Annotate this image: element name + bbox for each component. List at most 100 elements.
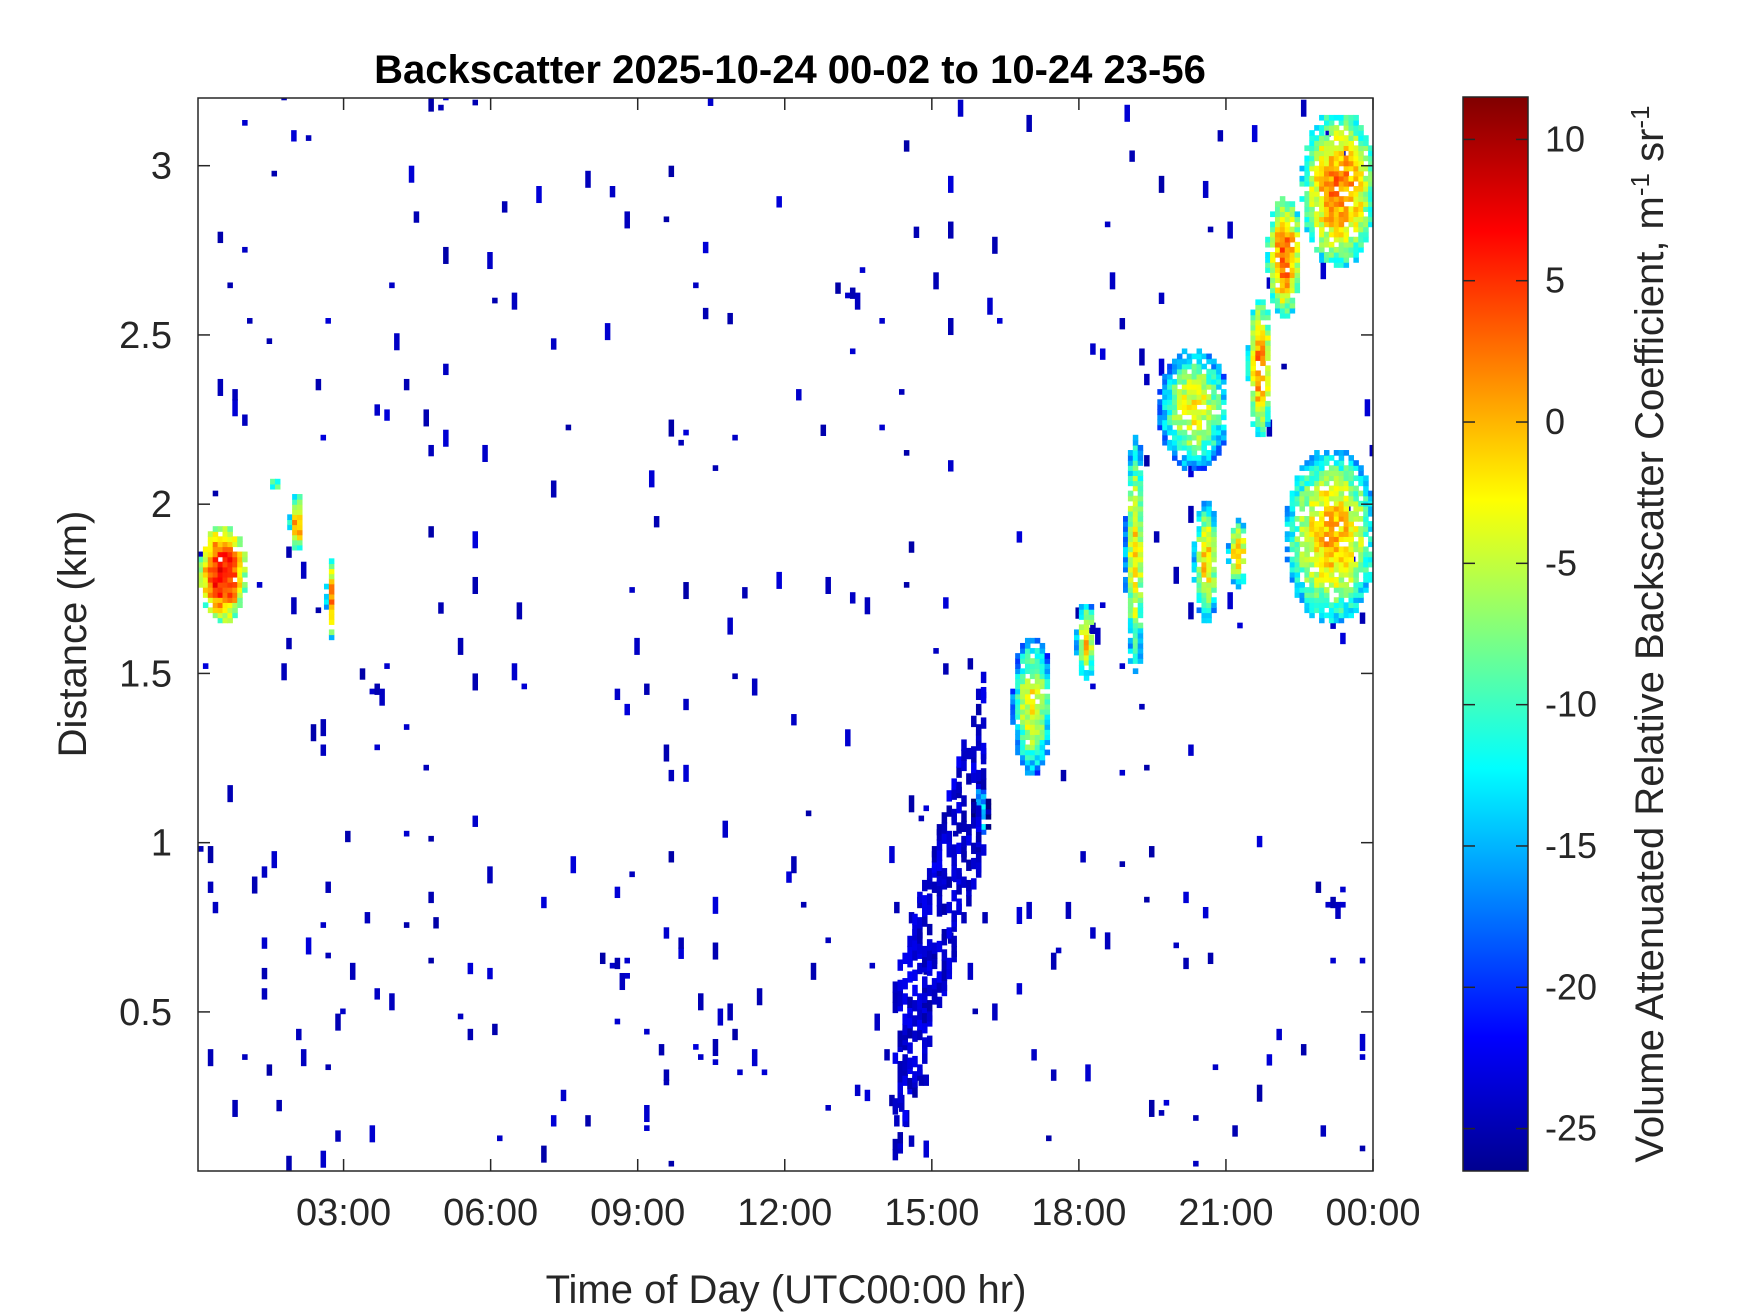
heatmap-cell [1265, 345, 1271, 351]
heatmap-cell [926, 923, 933, 936]
heatmap-cell [1157, 404, 1163, 411]
heatmap-cell [1201, 617, 1207, 624]
heatmap-cell [1088, 609, 1095, 615]
heatmap-cell [1044, 663, 1051, 669]
heatmap-cell [1348, 165, 1354, 172]
heatmap-cell [1235, 558, 1242, 565]
heatmap-cell [1289, 252, 1296, 258]
heatmap-cell [1024, 648, 1031, 654]
y-tick-label: 1 [151, 823, 172, 865]
heatmap-cell [1186, 424, 1193, 431]
heatmap-cell [328, 593, 335, 600]
heatmap-cell [1050, 1069, 1057, 1081]
heatmap-cell [1132, 521, 1139, 527]
heatmap-cell [1123, 587, 1129, 593]
heatmap-cell [202, 576, 209, 583]
heatmap-cell [1172, 450, 1178, 456]
heatmap-cell [256, 582, 263, 588]
heatmap-cell [1309, 191, 1315, 197]
heatmap-cell [1319, 241, 1325, 248]
heatmap-cell [1330, 896, 1336, 909]
heatmap-cell [328, 609, 335, 615]
heatmap-cell [1333, 612, 1340, 619]
heatmap-cell [1137, 658, 1144, 664]
heatmap-cell [1328, 536, 1335, 543]
heatmap-cell [1083, 609, 1090, 615]
heatmap-cell [1304, 226, 1310, 233]
heatmap-cell [892, 1052, 899, 1064]
heatmap-cell [936, 849, 943, 861]
heatmap-cell [1289, 307, 1296, 314]
heatmap-cell [941, 979, 948, 992]
heatmap-cell [1024, 693, 1031, 700]
heatmap-cell [1196, 399, 1203, 405]
heatmap-cell [917, 917, 923, 929]
heatmap-cell [1206, 617, 1212, 624]
heatmap-cell [1309, 541, 1315, 548]
heatmap-cell [227, 541, 233, 548]
heatmap-cell [1250, 370, 1256, 377]
heatmap-cell [1353, 541, 1359, 548]
heatmap-cell [1206, 409, 1212, 416]
heatmap-cell [874, 1013, 880, 1031]
heatmap-cell [1289, 526, 1296, 532]
heatmap-cell [1348, 236, 1354, 243]
heatmap-cell [1176, 439, 1183, 446]
heatmap-cell [1358, 516, 1364, 522]
heatmap-cell [1015, 749, 1021, 756]
heatmap-cell [1162, 373, 1168, 380]
heatmap-cell [663, 216, 670, 223]
heatmap-cell [1191, 389, 1198, 395]
heatmap-cell [1260, 350, 1266, 356]
heatmap-cell [1368, 526, 1373, 532]
heatmap-cell [1123, 566, 1129, 573]
heatmap-cell [1363, 505, 1369, 512]
heatmap-cell [1172, 358, 1178, 365]
heatmap-cell [1294, 267, 1301, 273]
heatmap-cell [1029, 744, 1036, 751]
heatmap-cell [1201, 587, 1207, 593]
heatmap-cell [1274, 307, 1281, 314]
heatmap-cell [1343, 140, 1350, 146]
heatmap-cell [1348, 587, 1354, 593]
heatmap-cell [1289, 236, 1296, 243]
heatmap-cell [897, 959, 904, 971]
heatmap-cell [227, 526, 233, 532]
heatmap-cell [1245, 345, 1252, 351]
heatmap-cell [1191, 576, 1198, 583]
heatmap-cell [1274, 297, 1281, 304]
heatmap-cell [1353, 500, 1359, 507]
heatmap-cell [202, 663, 209, 669]
heatmap-cell [1338, 556, 1345, 563]
heatmap-cell [1201, 612, 1207, 619]
heatmap-cell [1338, 510, 1345, 517]
heatmap-cell [1039, 729, 1046, 735]
heatmap-cell [956, 781, 962, 794]
heatmap-cell [931, 988, 938, 1000]
heatmap-cell [212, 582, 219, 588]
heatmap-cell [1363, 175, 1369, 182]
heatmap-cell [961, 810, 967, 822]
heatmap-cell [198, 561, 204, 568]
heatmap-cell [1348, 576, 1354, 583]
y-tick-label: 3 [151, 146, 172, 188]
heatmap-cell [902, 993, 908, 1005]
heatmap-cell [369, 688, 376, 695]
heatmap-cell [1024, 703, 1031, 710]
heatmap-cell [1137, 648, 1144, 654]
heatmap-cell [237, 582, 243, 588]
heatmap-cell [1132, 444, 1139, 451]
heatmap-cell [1078, 670, 1085, 676]
heatmap-cell [902, 1013, 908, 1025]
heatmap-cell [1353, 531, 1359, 537]
heatmap-cell [1309, 231, 1315, 238]
heatmap-cell [1127, 612, 1134, 619]
heatmap-cell [320, 434, 327, 441]
heatmap-cell [1132, 536, 1139, 543]
heatmap-cell [492, 297, 498, 304]
heatmap-cell [1289, 566, 1296, 573]
heatmap-cell [1132, 566, 1139, 573]
heatmap-cell [1304, 475, 1310, 482]
heatmap-cell [1314, 587, 1320, 593]
heatmap-cell [1279, 206, 1286, 212]
